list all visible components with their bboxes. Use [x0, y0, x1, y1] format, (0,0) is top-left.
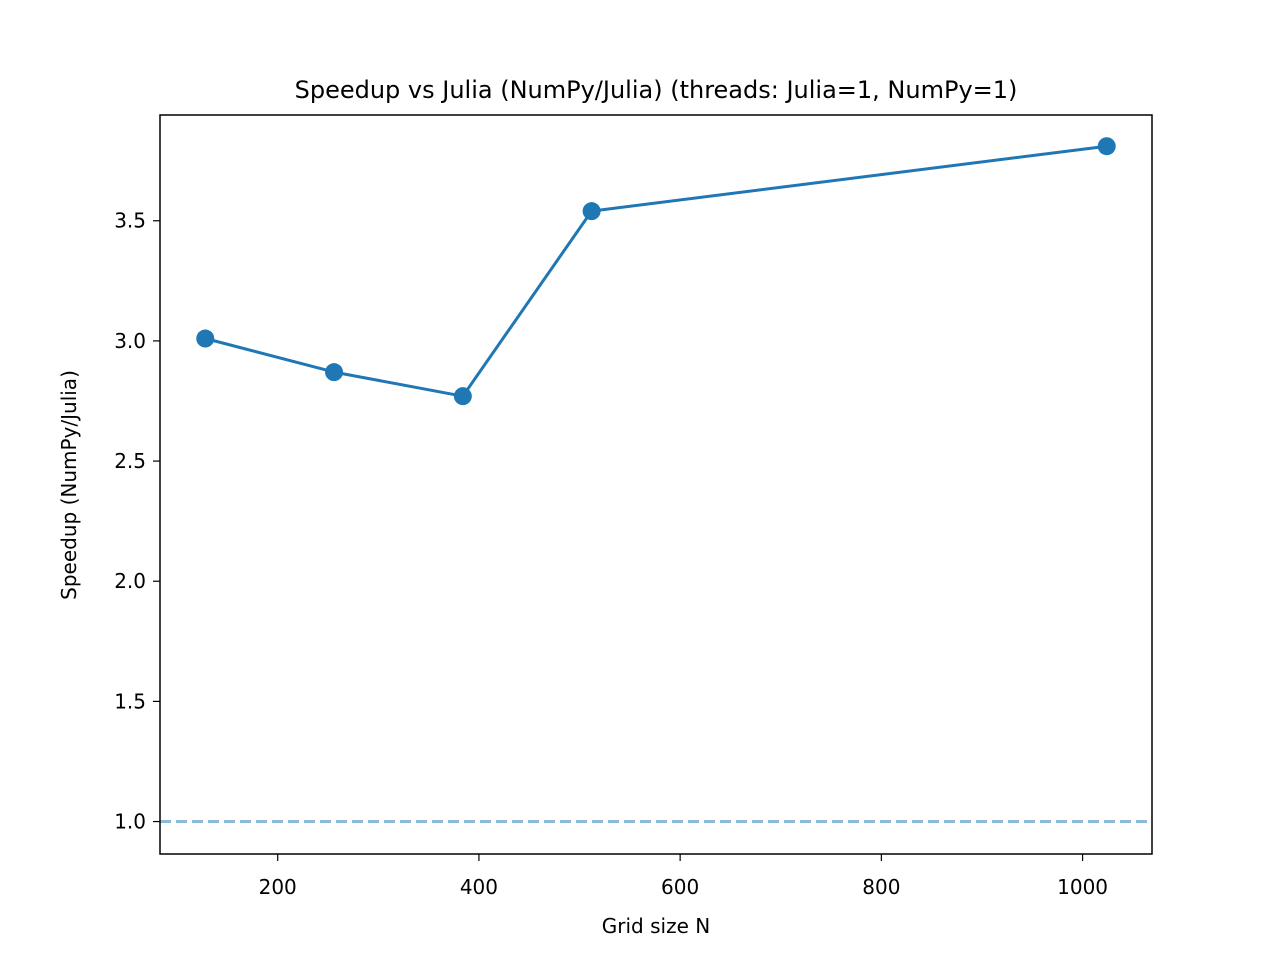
y-tick-label: 2.5	[114, 449, 146, 473]
y-tick-label: 1.5	[114, 689, 146, 713]
y-tick-label: 3.0	[114, 329, 146, 353]
x-tick-label: 400	[460, 875, 498, 899]
y-tick-label: 1.0	[114, 810, 146, 834]
y-tick-label: 3.5	[114, 209, 146, 233]
x-tick-label: 600	[661, 875, 699, 899]
x-tick-label: 200	[259, 875, 297, 899]
plot-area: 200 400 600 800 1000 1.0 1.5 2.0 2.5 3.0 3.5	[114, 137, 1152, 899]
x-tick-label: 1000	[1057, 875, 1108, 899]
x-tick-label: 800	[862, 875, 900, 899]
axes-frame	[159, 114, 1153, 855]
y-tick-label: 2.0	[114, 569, 146, 593]
data-point	[582, 202, 601, 221]
data-point	[325, 363, 344, 382]
data-point	[196, 329, 215, 348]
data-point	[1097, 137, 1116, 156]
y-axis-label: Speedup (NumPy/Julia)	[57, 370, 81, 600]
data-point	[453, 387, 472, 406]
x-axis-label: Grid size N	[602, 914, 710, 938]
chart-title: Speedup vs Julia (NumPy/Julia) (threads:…	[295, 76, 1018, 104]
